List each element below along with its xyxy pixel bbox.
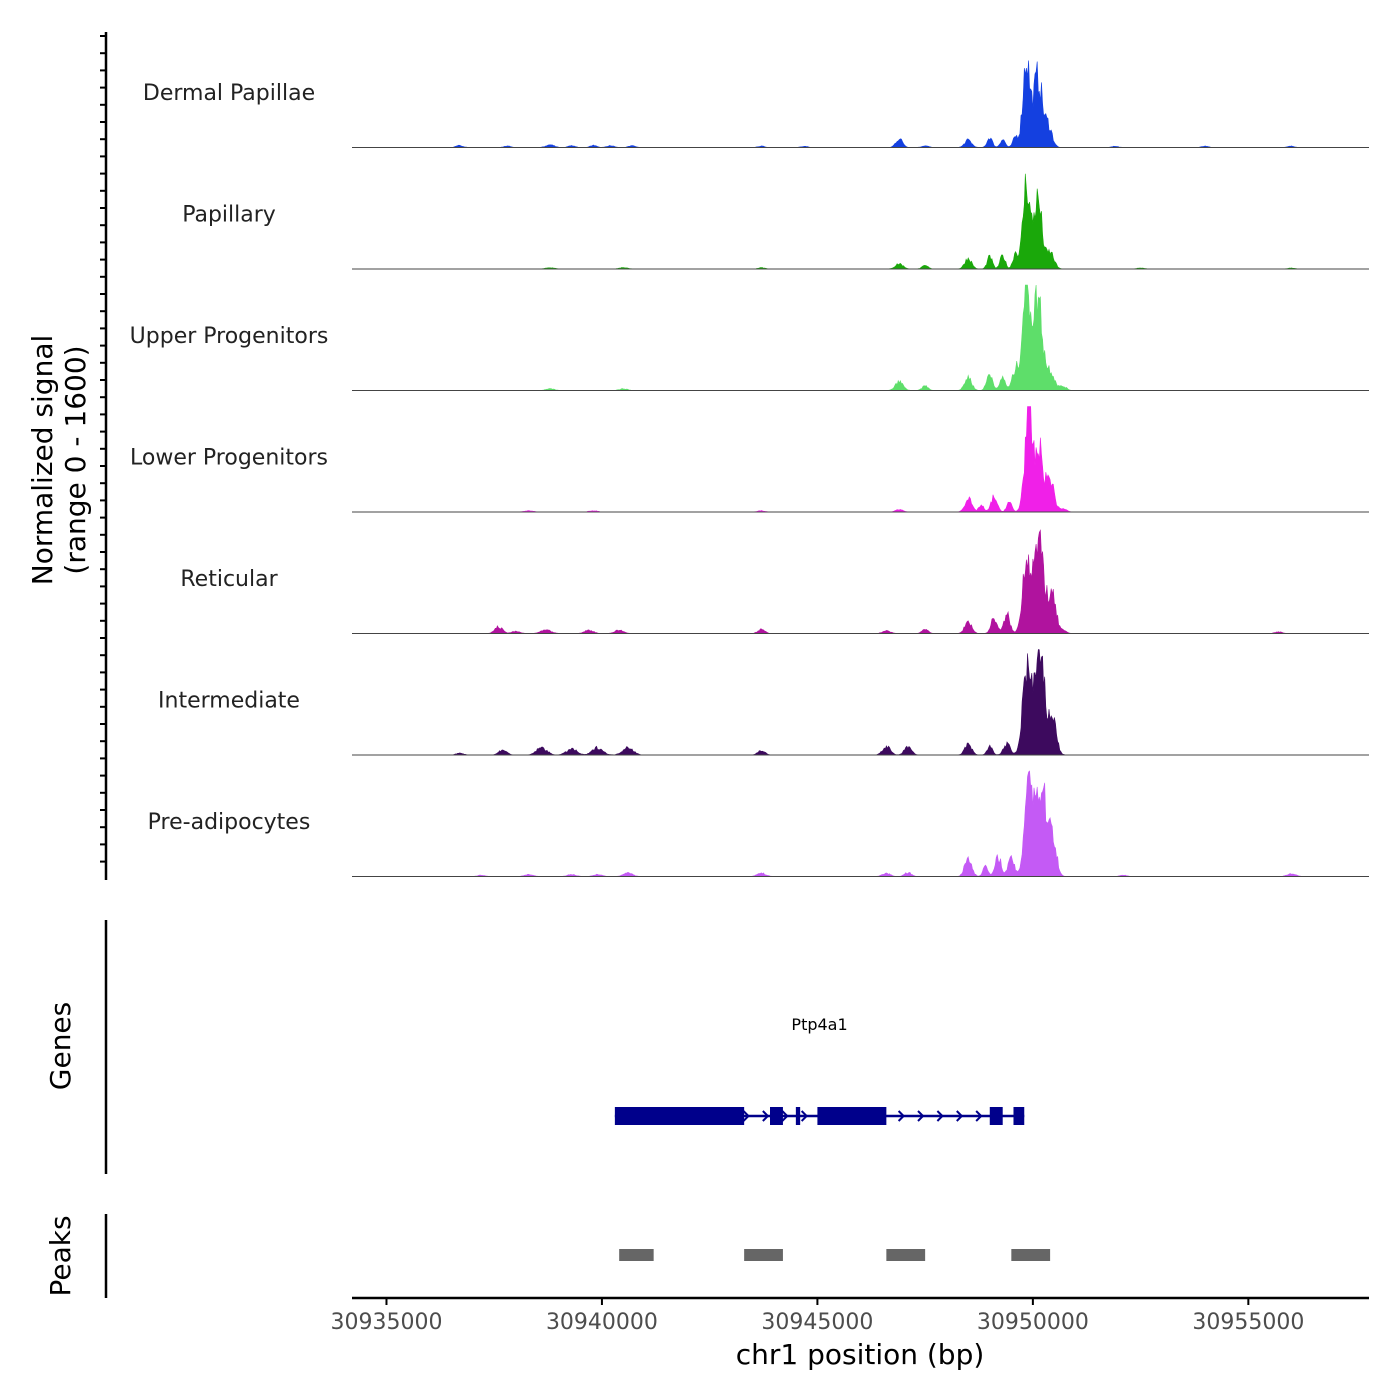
track-lower-progenitors xyxy=(352,406,1369,513)
signal-area xyxy=(352,60,1369,148)
track-label: Dermal Papillae xyxy=(143,81,315,106)
coverage-y-ticks xyxy=(100,35,106,863)
signal-area xyxy=(352,529,1369,634)
x-tick-label: 30935000 xyxy=(330,1310,442,1335)
signal-area xyxy=(352,173,1369,270)
track-pre-adipocytes xyxy=(352,770,1369,877)
strand-arrow xyxy=(917,1110,925,1122)
peak-region xyxy=(619,1249,654,1261)
signal-area xyxy=(352,406,1369,513)
track-label: Upper Progenitors xyxy=(130,324,329,349)
peak-track xyxy=(619,1249,1051,1261)
genes-track-label: Genes xyxy=(44,1002,77,1090)
x-tick-label: 30945000 xyxy=(761,1310,873,1335)
track-labels: Dermal Papillae Papillary Upper Progenitor… xyxy=(130,81,329,835)
gene-exon xyxy=(817,1107,887,1125)
track-reticular xyxy=(352,529,1369,634)
track-papillary xyxy=(352,173,1369,270)
strand-arrow xyxy=(897,1110,906,1122)
strand-arrow xyxy=(742,1110,750,1122)
x-tick-label: 30950000 xyxy=(977,1310,1089,1335)
track-upper-progenitors xyxy=(352,284,1369,391)
strand-arrow xyxy=(781,1110,789,1122)
track-label: Lower Progenitors xyxy=(130,446,328,471)
y-axis-title-line1: Normalized signal xyxy=(26,335,59,586)
peak-region xyxy=(1011,1249,1051,1261)
gene-track: Ptp4a1 xyxy=(614,1015,1025,1125)
signal-area xyxy=(352,770,1369,877)
peaks-track-label: Peaks xyxy=(44,1215,77,1296)
gene-exon xyxy=(795,1107,801,1125)
strand-arrow xyxy=(762,1110,770,1122)
x-tick-label: 30940000 xyxy=(546,1310,658,1335)
track-label: Reticular xyxy=(180,567,278,592)
strand-arrow xyxy=(975,1110,983,1122)
track-label: Papillary xyxy=(182,203,276,228)
strand-arrow xyxy=(800,1110,809,1122)
strand-arrow xyxy=(936,1110,944,1122)
gene-exon xyxy=(770,1107,783,1125)
gene-exon xyxy=(989,1107,1003,1125)
coverage-tracks xyxy=(352,60,1369,877)
peak-region xyxy=(886,1249,926,1261)
track-label: Pre-adipocytes xyxy=(148,810,311,835)
x-tick-label: 30955000 xyxy=(1192,1310,1304,1335)
gene-label: Ptp4a1 xyxy=(791,1015,847,1034)
x-axis-title: chr1 position (bp) xyxy=(736,1338,985,1371)
signal-area xyxy=(352,284,1369,391)
x-axis-ticks: 30935000 30940000 30945000 30950000 30955000 xyxy=(330,1298,1304,1335)
strand-arrow xyxy=(956,1110,964,1122)
track-dermal-papillae xyxy=(352,60,1369,148)
track-label: Intermediate xyxy=(158,689,300,714)
signal-area xyxy=(352,649,1369,756)
track-intermediate xyxy=(352,649,1369,756)
gene-ptp4a1: Ptp4a1 xyxy=(614,1015,1025,1125)
y-axis-title-line2: (range 0 - 1600) xyxy=(59,345,92,574)
gene-exon xyxy=(1013,1107,1025,1125)
gene-exon xyxy=(614,1107,745,1125)
peak-region xyxy=(744,1249,783,1261)
